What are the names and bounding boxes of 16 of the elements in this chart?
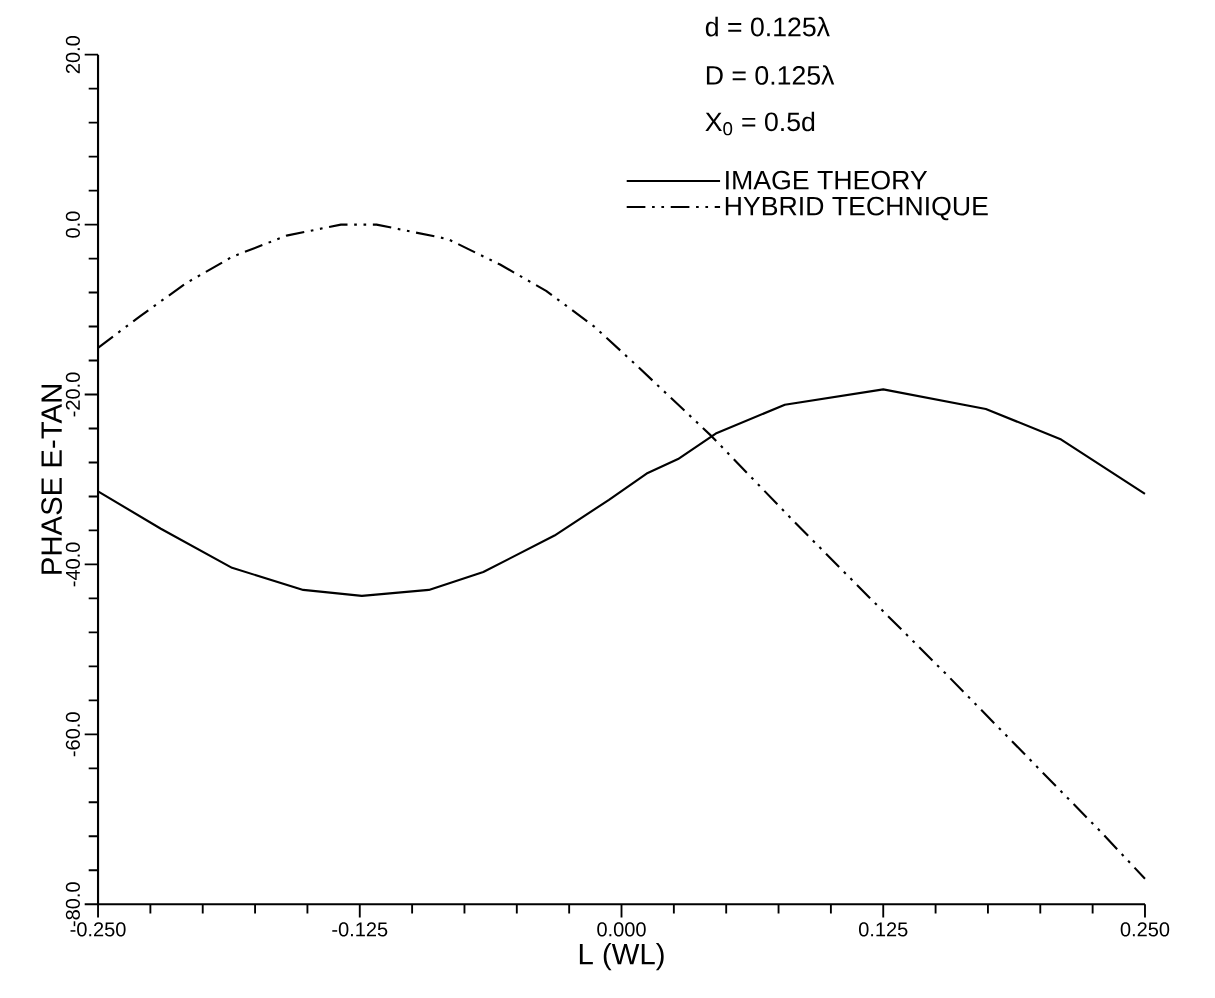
x-axis-title: L (WL) xyxy=(579,943,664,971)
x-tick-label: 0.250 xyxy=(1120,922,1170,937)
text: d = 0.125λ xyxy=(705,17,830,37)
y-tick-label: 20.0 xyxy=(65,36,80,74)
y-tick-label: -40.0 xyxy=(65,542,80,587)
y-tick-label: 0.0 xyxy=(65,211,80,238)
x-tick-label: 0.125 xyxy=(858,922,908,937)
legend-label: HYBRID TECHNIQUE xyxy=(725,196,988,221)
y-axis-title: PHASE E-TAN xyxy=(41,385,63,574)
y-tick-label: -60.0 xyxy=(65,712,80,757)
x-tick-label: 0.000 xyxy=(597,922,646,937)
annotation: D = 0.125λ xyxy=(706,65,835,86)
annotation: X$_{0}$ = 0.5d xyxy=(705,111,815,136)
x-tick-label: -0.125 xyxy=(332,922,388,937)
legend-label: IMAGE THEORY xyxy=(726,170,928,190)
y-tick-label: -20.0 xyxy=(65,372,80,417)
